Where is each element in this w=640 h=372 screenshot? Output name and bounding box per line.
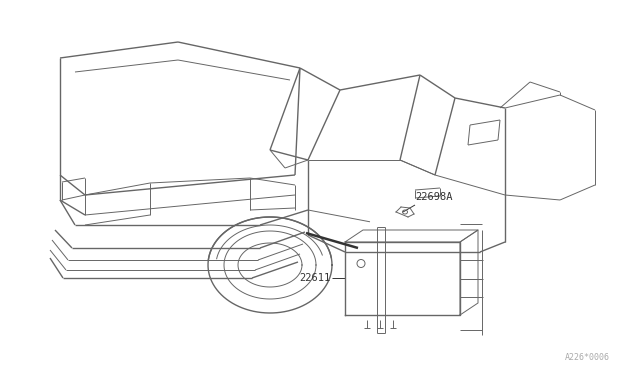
Text: 22611: 22611 [299, 273, 330, 283]
Text: A226*0006: A226*0006 [565, 353, 610, 362]
Text: 22698A: 22698A [415, 192, 452, 202]
